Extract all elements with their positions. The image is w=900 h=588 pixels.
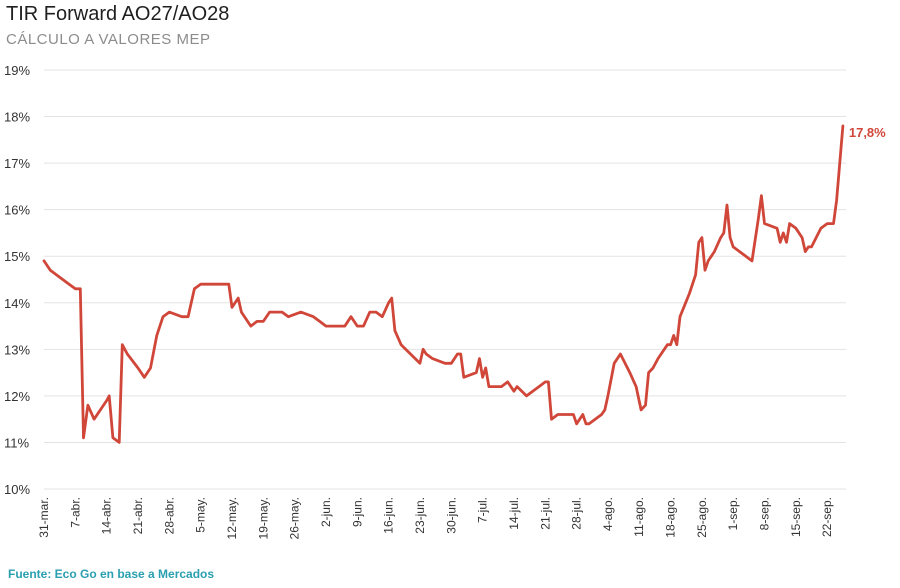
x-tick-label: 7-jul.: [476, 497, 490, 523]
end-value-label: 17,8%: [849, 125, 886, 140]
x-tick-label: 12-may.: [225, 497, 239, 539]
y-tick-label: 10%: [4, 482, 30, 497]
x-tick-label: 19-may.: [256, 497, 270, 539]
x-tick-label: 15-sep.: [789, 497, 803, 537]
x-tick-label: 8-sep.: [758, 497, 772, 530]
x-tick-label: 28-jul.: [570, 497, 584, 530]
y-tick-label: 11%: [4, 435, 29, 450]
tir-forward-line-chart: 10% 11% 12% 13% 14% 15% 16% 17% 18% 19% 31-mar. 7-a…: [4, 63, 886, 539]
x-tick-label: 31-mar.: [37, 497, 51, 538]
series-line: [42, 124, 845, 444]
x-tick-label: 18-ago.: [664, 497, 678, 538]
x-tick-label: 5-may.: [194, 497, 208, 533]
x-tick-label: 4-ago.: [601, 497, 615, 531]
x-tick-label: 21-abr.: [131, 497, 145, 534]
x-tick-label: 30-jun.: [444, 497, 458, 534]
x-tick-label: 11-ago.: [632, 497, 646, 537]
y-tick-label: 16%: [4, 203, 30, 218]
y-tick-label: 19%: [4, 63, 30, 78]
x-tick-label: 14-jul.: [507, 497, 521, 530]
x-tick-label: 7-abr.: [68, 497, 82, 528]
y-tick-label: 14%: [4, 296, 30, 311]
x-tick-label: 25-ago.: [695, 497, 709, 538]
y-tick-label: 15%: [4, 249, 30, 264]
y-tick-label: 12%: [4, 389, 30, 404]
x-tick-label: 1-sep.: [726, 497, 740, 530]
x-tick-label: 22-sep.: [820, 497, 834, 537]
x-tick-label: 28-abr.: [162, 497, 176, 534]
y-tick-label: 13%: [4, 342, 30, 357]
source-note: Fuente: Eco Go en base a Mercados: [8, 567, 215, 581]
x-tick-label: 16-jun.: [382, 497, 396, 534]
x-tick-label: 9-jun.: [350, 497, 364, 527]
x-tick-label: 26-may.: [288, 497, 302, 539]
y-tick-label: 17%: [4, 156, 30, 171]
chart-subtitle: CÁLCULO A VALORES MEP: [6, 31, 211, 48]
x-tick-label: 23-jun.: [413, 497, 427, 534]
x-tick-label: 2-jun.: [319, 497, 333, 527]
x-tick-label: 21-jul.: [538, 497, 552, 530]
x-tick-label: 14-abr.: [100, 497, 114, 534]
chart-title: TIR Forward AO27/AO28: [6, 3, 230, 25]
y-tick-label: 18%: [4, 110, 30, 125]
